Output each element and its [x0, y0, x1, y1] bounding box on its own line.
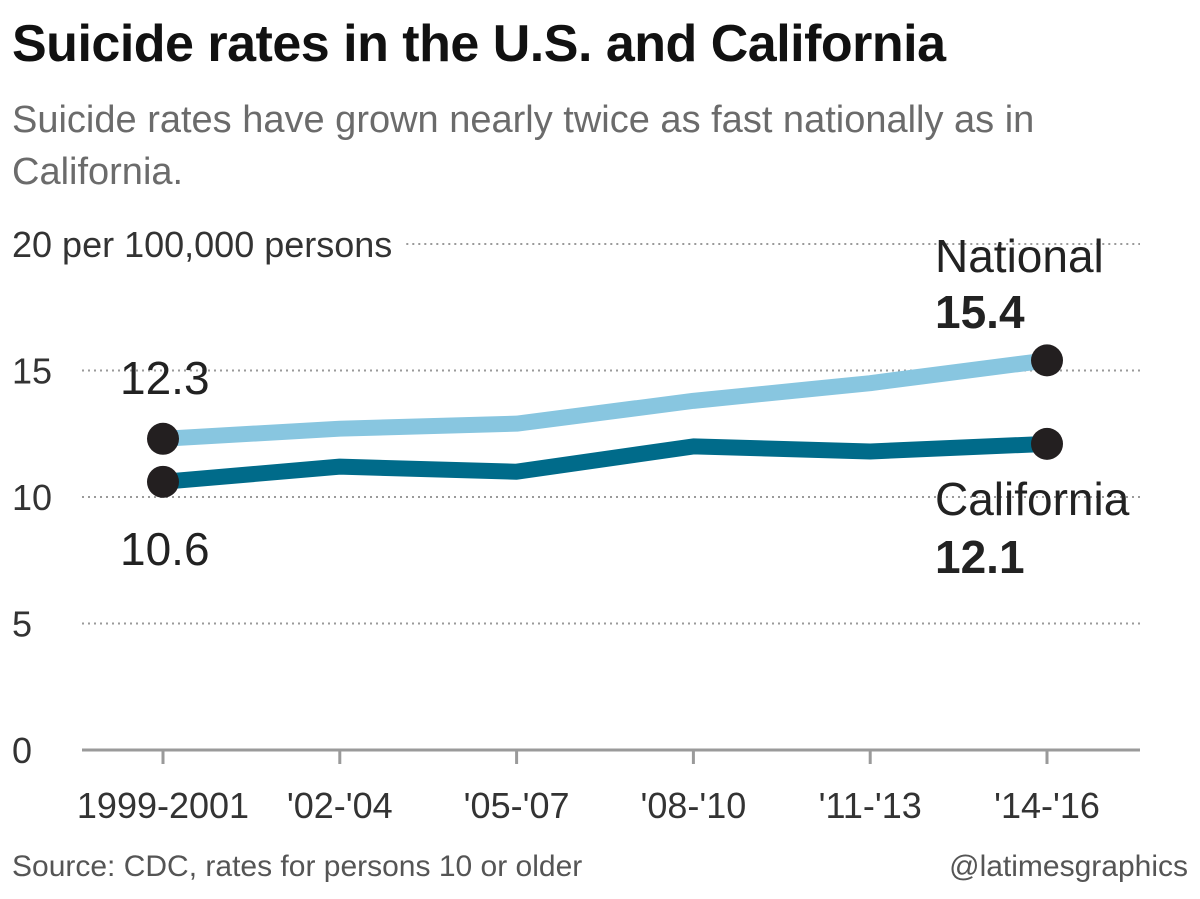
series-markers	[147, 344, 1063, 498]
series-line-california	[162, 435, 1048, 490]
chart-subtitle: Suicide rates have grown nearly twice as…	[12, 99, 1035, 193]
chart-labels: 0 5 10 15 20 per 100,000 persons 1999-2001 '02…	[12, 224, 1130, 826]
x-tick-label: '14-'16	[994, 785, 1100, 826]
x-tick-label: '08-'10	[640, 785, 746, 826]
national-series-name: National	[935, 230, 1104, 282]
california-end-label: 12.1	[935, 531, 1025, 583]
start-marker-national	[147, 422, 179, 455]
gridlines	[82, 243, 1140, 625]
chart-title: Suicide rates in the U.S. and California	[12, 15, 946, 73]
x-tick-label: '11-'13	[819, 785, 922, 826]
national-start-label: 12.3	[120, 352, 210, 404]
california-series-name: California	[935, 473, 1130, 525]
x-tick-label: '05-'07	[464, 785, 570, 826]
source-note: Source: CDC, rates for persons 10 or old…	[12, 850, 583, 883]
y-tick-label: 15	[12, 351, 52, 392]
x-tick-label: '02-'04	[287, 785, 393, 826]
credit-text: @latimesgraphics	[949, 850, 1188, 883]
california-start-label: 10.6	[120, 523, 210, 575]
end-marker-national	[1031, 344, 1063, 377]
y-tick-label: 10	[12, 477, 52, 518]
start-marker-california	[147, 465, 179, 498]
end-marker-california	[1031, 427, 1063, 460]
y-tick-label: 0	[12, 730, 32, 771]
y-tick-label: 20 per 100,000 persons	[12, 224, 392, 265]
national-end-label: 15.4	[935, 286, 1025, 338]
y-tick-label: 5	[12, 604, 32, 645]
x-axis	[82, 748, 1140, 764]
series-line-national	[162, 352, 1049, 447]
x-tick-label: 1999-2001	[77, 785, 249, 826]
series-lines	[162, 352, 1049, 490]
